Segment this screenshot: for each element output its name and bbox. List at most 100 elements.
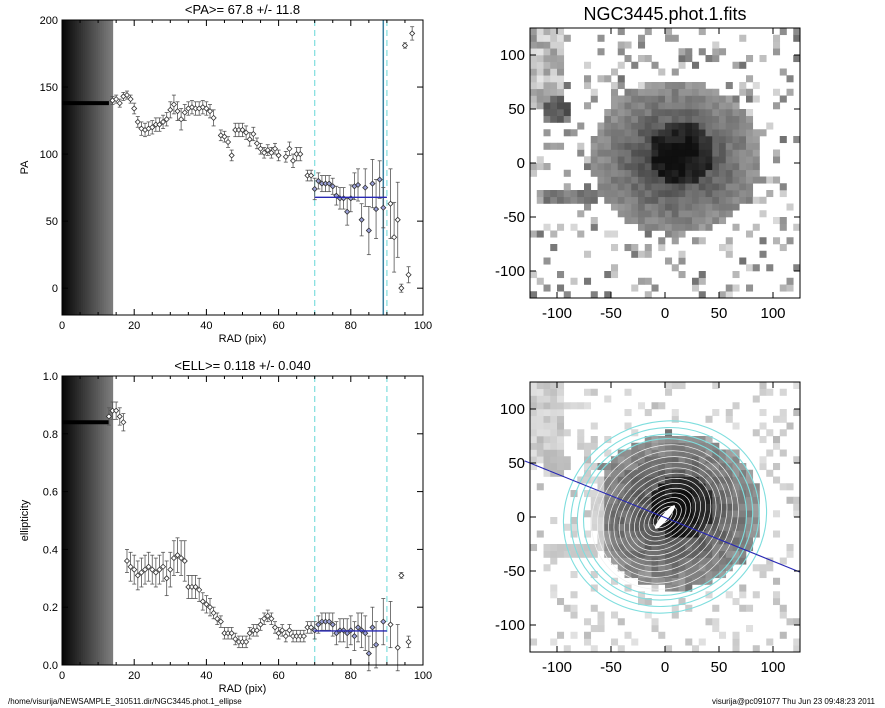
dark-band — [85, 376, 88, 665]
dark-band — [68, 376, 72, 665]
data-point — [387, 601, 394, 649]
data-point — [344, 618, 351, 649]
data-point — [373, 179, 380, 239]
data-point — [149, 120, 156, 135]
galaxy-image-0 — [529, 27, 801, 299]
data-point — [279, 624, 286, 637]
x-tick-label: 60 — [272, 670, 284, 682]
isophote-ellipse — [613, 467, 717, 567]
data-point — [250, 624, 257, 637]
data-point — [214, 612, 221, 625]
data-point — [271, 621, 279, 634]
data-point — [199, 100, 206, 115]
isophote-ellipse — [652, 505, 678, 529]
data-point — [282, 151, 289, 163]
data-point — [131, 102, 138, 115]
dark-band — [102, 376, 105, 665]
galaxy-image-1 — [524, 381, 801, 653]
data-point — [401, 42, 409, 49]
x-tick-label: 0 — [661, 305, 669, 322]
x-tick-label: 40 — [200, 320, 212, 332]
x-axis-label: RAD (pix) — [219, 683, 267, 695]
dark-band — [95, 20, 99, 315]
data-point — [308, 621, 315, 634]
dark-band — [110, 20, 114, 315]
data-point — [351, 172, 358, 201]
y-tick-label: -50 — [503, 563, 525, 580]
x-tick-label: 100 — [414, 320, 432, 332]
data-point — [160, 114, 167, 130]
data-point — [369, 159, 376, 209]
data-point — [174, 537, 181, 573]
dark-band — [76, 376, 80, 665]
dark-band — [68, 20, 72, 315]
data-point — [134, 116, 141, 128]
dark-band — [74, 20, 78, 315]
data-point — [286, 624, 293, 637]
data-point — [268, 146, 275, 159]
isophote-ellipse — [648, 501, 682, 533]
data-point — [253, 137, 261, 150]
y-tick-label: 100 — [40, 149, 58, 161]
data-point — [300, 629, 307, 643]
dark-band — [91, 20, 95, 315]
data-point — [409, 26, 416, 41]
data-point — [354, 168, 362, 202]
data-point — [116, 98, 123, 108]
data-point — [380, 598, 387, 646]
data-point — [228, 149, 235, 162]
data-point — [271, 142, 279, 155]
data-point — [326, 612, 333, 631]
x-tick-label: 0 — [59, 320, 65, 332]
data-point — [192, 575, 199, 599]
data-point — [405, 266, 412, 284]
plot-title: <PA>= 67.8 +/- 11.8 — [185, 2, 300, 17]
pa-line — [524, 460, 801, 573]
data-point — [210, 606, 217, 620]
y-tick-label: 150 — [40, 82, 58, 94]
y-tick-label: 200 — [40, 15, 58, 27]
isophote-ellipse — [629, 483, 701, 551]
data-point — [206, 598, 214, 617]
dark-band — [110, 376, 114, 665]
data-point — [232, 632, 239, 646]
dark-band — [80, 20, 84, 315]
y-tick-label: 0 — [52, 283, 58, 295]
data-point — [391, 201, 398, 273]
profile-plot-1 — [61, 375, 424, 672]
data-point — [127, 94, 134, 104]
data-point — [224, 627, 232, 640]
y-tick-label: 0.6 — [43, 487, 58, 499]
dark-band — [108, 20, 112, 315]
data-point — [351, 621, 358, 651]
y-tick-label: 50 — [508, 101, 525, 118]
data-point — [275, 149, 282, 162]
data-point — [156, 117, 163, 132]
data-point — [329, 177, 336, 195]
dark-band — [95, 376, 99, 665]
data-point — [246, 132, 253, 147]
data-point — [333, 185, 340, 206]
isophote-ellipse — [634, 487, 696, 547]
data-point — [354, 612, 362, 643]
isophote-ellipse — [591, 444, 739, 590]
data-point — [188, 575, 196, 599]
data-point — [127, 551, 134, 582]
data-point — [311, 177, 318, 201]
x-tick-label: 20 — [128, 670, 140, 682]
isophote-ellipse — [597, 450, 733, 584]
dark-band — [89, 376, 93, 665]
data-point — [318, 175, 325, 193]
data-point — [362, 615, 369, 651]
y-axis-label: PA — [19, 160, 31, 175]
data-point — [297, 629, 304, 643]
data-point — [181, 104, 188, 121]
axes-frame — [61, 19, 424, 316]
data-point — [304, 621, 311, 634]
data-point — [243, 125, 250, 140]
data-point — [405, 635, 412, 649]
y-tick-label: 1.0 — [43, 371, 58, 383]
data-point — [181, 540, 188, 582]
data-point — [398, 572, 405, 579]
data-point — [120, 413, 127, 432]
